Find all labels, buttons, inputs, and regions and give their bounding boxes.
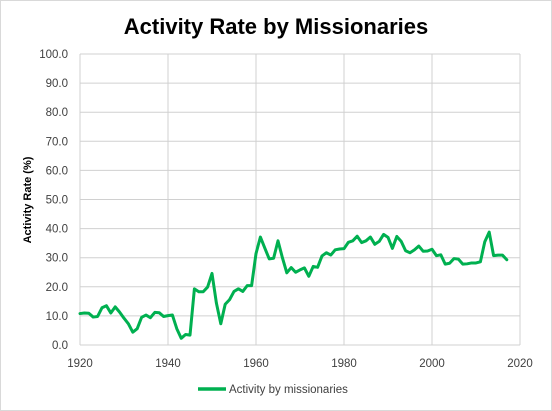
x-tick-label: 1980 — [331, 358, 357, 370]
x-axis-ticks: 1920 1940 1960 1980 2000 2020 — [67, 358, 533, 370]
x-tick-label: 1920 — [67, 358, 93, 370]
y-tick-label: 0.0 — [52, 340, 68, 352]
legend: Activity by missionaries — [198, 384, 348, 396]
chart-title: Activity Rate by Missionaries — [124, 14, 428, 39]
y-tick-label: 10.0 — [46, 311, 68, 323]
y-tick-label: 70.0 — [46, 136, 68, 148]
legend-label: Activity by missionaries — [229, 384, 348, 396]
y-tick-label: 20.0 — [46, 282, 68, 294]
series-group — [78, 230, 509, 340]
y-tick-label: 90.0 — [46, 78, 68, 90]
x-tick-label: 1940 — [155, 358, 181, 370]
y-tick-label: 60.0 — [46, 165, 68, 177]
y-tick-label: 80.0 — [46, 107, 68, 119]
x-tick-label: 2000 — [419, 358, 445, 370]
y-axis-label: Activity Rate (%) — [22, 156, 34, 243]
y-axis-ticks: 0.0 10.0 20.0 30.0 40.0 50.0 60.0 70.0 80.0 90.0 1… — [39, 49, 68, 352]
gridlines — [79, 53, 521, 346]
y-tick-label: 30.0 — [46, 253, 68, 265]
y-tick-label: 50.0 — [46, 195, 68, 207]
series-line — [78, 230, 509, 340]
x-tick-label: 2020 — [507, 358, 533, 370]
y-tick-label: 100.0 — [39, 49, 68, 61]
y-tick-label: 40.0 — [46, 224, 68, 236]
x-tick-label: 1960 — [243, 358, 269, 370]
